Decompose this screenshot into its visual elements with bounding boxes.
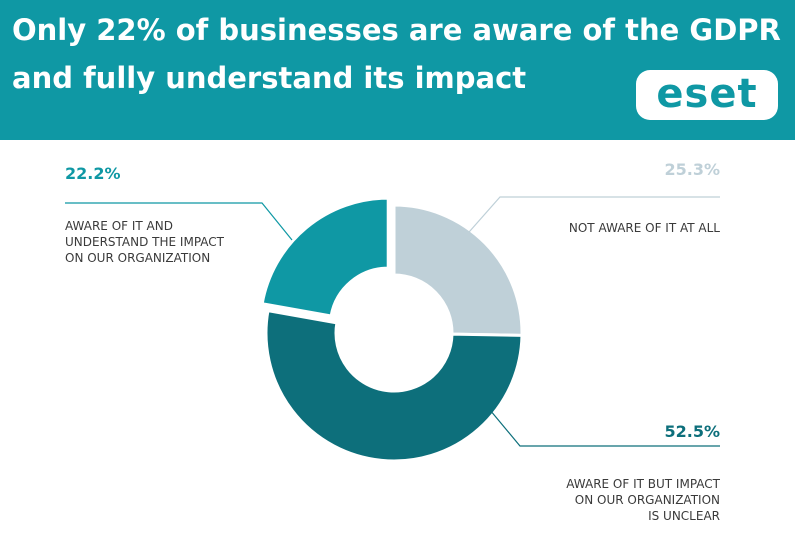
- value-label: 22.2%: [65, 164, 121, 183]
- leader-line: [489, 409, 720, 447]
- category-label: AWARE OF IT BUT IMPACT ON OUR ORGANIZATI…: [566, 477, 720, 523]
- slice: [264, 308, 524, 463]
- slice: [392, 203, 524, 337]
- leader-line: [461, 196, 720, 241]
- category-label: NOT AWARE OF IT AT ALL: [568, 221, 720, 235]
- logo: eset: [636, 70, 778, 120]
- leader-line: [65, 202, 293, 241]
- value-label: 52.5%: [664, 422, 720, 441]
- category-label: AWARE OF IT AND UNDERSTAND THE IMPACT ON…: [65, 219, 224, 265]
- title: Only 22% of businesses are aware of the …: [12, 13, 781, 95]
- header: Only 22% of businesses are aware of the …: [0, 0, 795, 140]
- value-label: 25.3%: [664, 160, 720, 179]
- slice: [260, 196, 390, 318]
